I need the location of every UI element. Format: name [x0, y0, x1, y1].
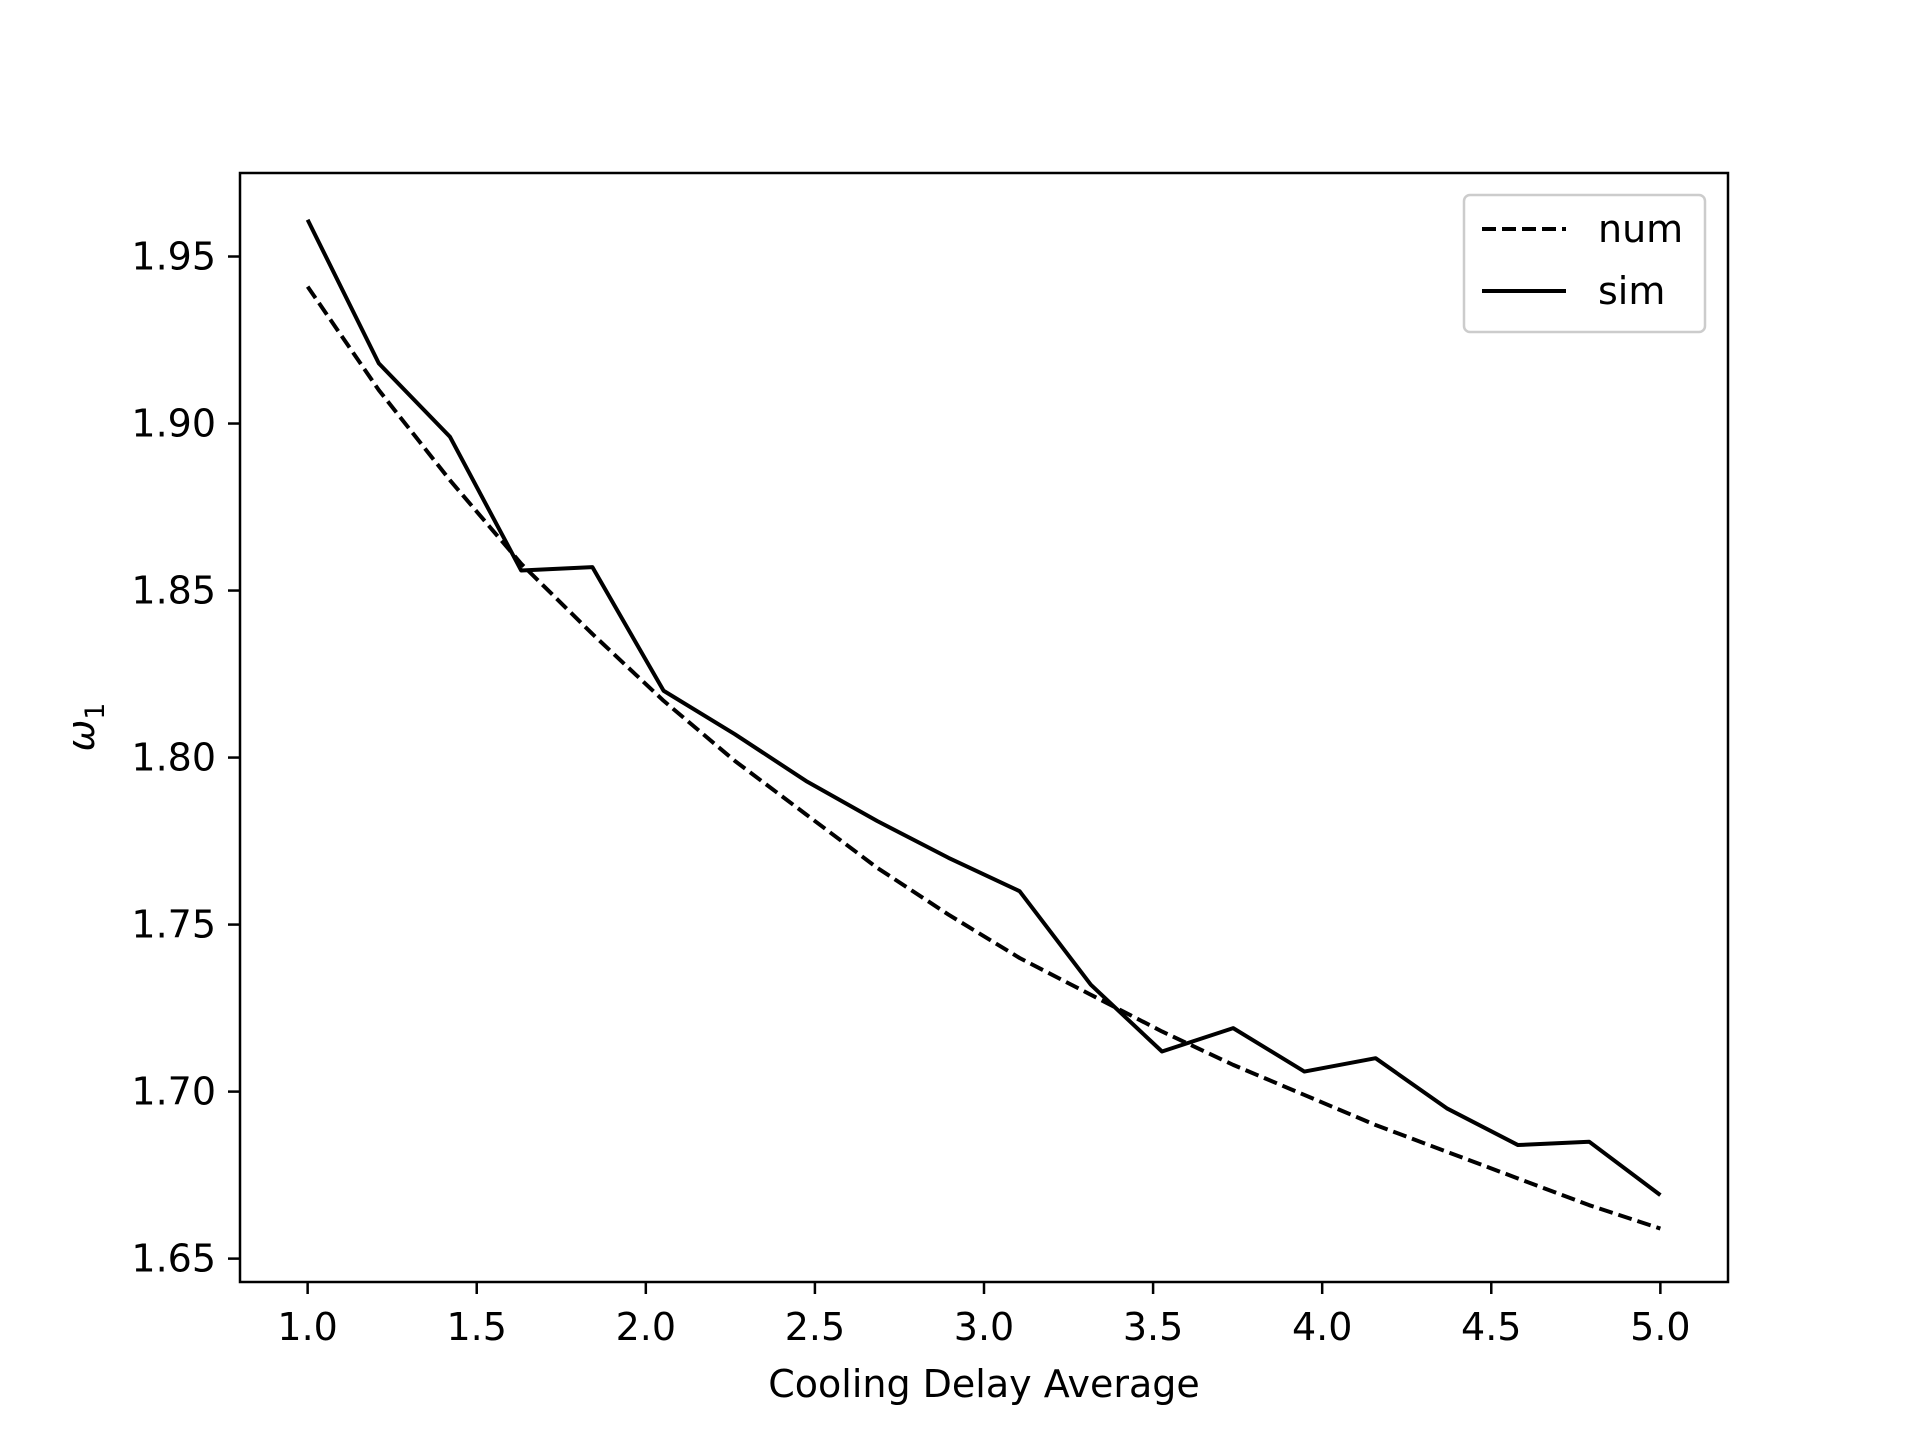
- y-tick-label: 1.65: [131, 1237, 216, 1281]
- x-tick-label: 4.5: [1461, 1305, 1521, 1349]
- y-tick-label: 1.80: [131, 736, 216, 780]
- x-tick-label: 4.0: [1292, 1305, 1352, 1349]
- legend-label-num: num: [1598, 207, 1683, 251]
- y-axis-ticks: 1.65 1.70 1.75 1.80 1.85 1.90 1.95: [131, 235, 240, 1281]
- x-tick-label: 2.0: [616, 1305, 676, 1349]
- x-axis-label: Cooling Delay Average: [768, 1362, 1200, 1406]
- y-tick-label: 1.75: [131, 903, 216, 947]
- x-tick-label: 3.5: [1123, 1305, 1183, 1349]
- plot-lines: [305, 218, 1662, 1231]
- legend-label-sim: sim: [1598, 269, 1665, 313]
- y-axis-label: ω1: [59, 702, 111, 751]
- y-tick-label: 1.70: [131, 1070, 216, 1114]
- x-axis-ticks: 1.0 1.5 2.0 2.5 3.0 3.5 4.0 4.5 5.0: [277, 1282, 1691, 1349]
- x-tick-label: 1.0: [277, 1305, 337, 1349]
- y-tick-label: 1.95: [131, 235, 216, 279]
- series-line-sim: [305, 218, 1662, 1197]
- x-tick-label: 3.0: [954, 1305, 1014, 1349]
- y-tick-label: 1.90: [131, 402, 216, 446]
- x-tick-label: 1.5: [447, 1305, 507, 1349]
- x-tick-label: 2.5: [785, 1305, 845, 1349]
- legend: num sim: [1462, 193, 1707, 334]
- y-tick-label: 1.85: [131, 569, 216, 613]
- x-tick-label: 5.0: [1630, 1305, 1690, 1349]
- series-line-num: [305, 285, 1661, 1231]
